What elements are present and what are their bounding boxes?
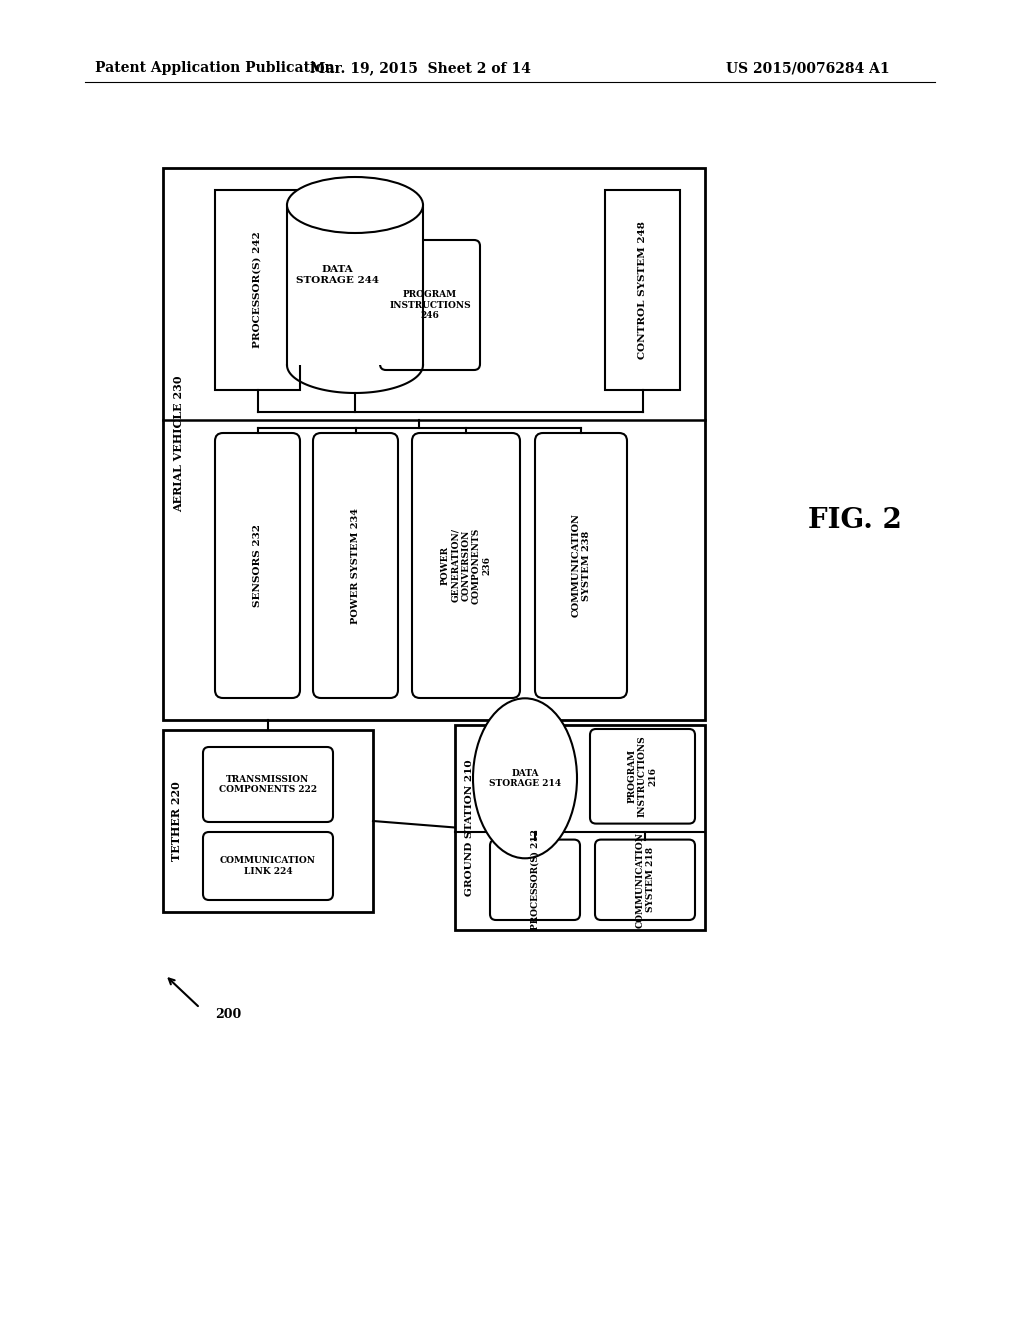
Text: TETHER 220: TETHER 220 <box>171 781 182 861</box>
FancyBboxPatch shape <box>203 747 333 822</box>
Text: DATA
STORAGE 214: DATA STORAGE 214 <box>488 768 561 788</box>
Text: COMMUNICATION
LINK 224: COMMUNICATION LINK 224 <box>220 857 316 875</box>
Bar <box>287 205 423 366</box>
Text: PROGRAM
INSTRUCTIONS
216: PROGRAM INSTRUCTIONS 216 <box>628 735 657 817</box>
Text: SENSORS 232: SENSORS 232 <box>253 524 262 607</box>
Text: Mar. 19, 2015  Sheet 2 of 14: Mar. 19, 2015 Sheet 2 of 14 <box>309 61 530 75</box>
FancyBboxPatch shape <box>412 433 520 698</box>
Text: GROUND STATION 210: GROUND STATION 210 <box>465 759 473 896</box>
FancyBboxPatch shape <box>313 433 398 698</box>
FancyBboxPatch shape <box>590 729 695 824</box>
FancyBboxPatch shape <box>203 832 333 900</box>
Ellipse shape <box>287 177 423 234</box>
Bar <box>605 190 680 389</box>
Bar <box>215 190 300 389</box>
Text: POWER
GENERATION/
CONVERSION
COMPONENTS
236: POWER GENERATION/ CONVERSION COMPONENTS … <box>440 528 492 603</box>
Text: FIG. 2: FIG. 2 <box>808 507 902 533</box>
Ellipse shape <box>473 698 577 858</box>
FancyBboxPatch shape <box>595 840 695 920</box>
FancyBboxPatch shape <box>380 240 480 370</box>
Text: AERIAL VEHICLE 230: AERIAL VEHICLE 230 <box>173 376 184 512</box>
Text: Patent Application Publication: Patent Application Publication <box>95 61 335 75</box>
Text: PROGRAM
INSTRUCTIONS
246: PROGRAM INSTRUCTIONS 246 <box>389 290 471 319</box>
Text: POWER SYSTEM 234: POWER SYSTEM 234 <box>351 507 360 623</box>
FancyBboxPatch shape <box>490 840 580 920</box>
Text: US 2015/0076284 A1: US 2015/0076284 A1 <box>726 61 890 75</box>
Text: 200: 200 <box>215 1008 242 1022</box>
Bar <box>163 168 705 719</box>
Bar <box>163 730 373 912</box>
FancyBboxPatch shape <box>215 433 300 698</box>
FancyBboxPatch shape <box>535 433 627 698</box>
Bar <box>455 725 705 931</box>
Text: PROCESSOR(S) 212: PROCESSOR(S) 212 <box>530 829 540 931</box>
Text: COMMUNICATION
SYSTEM 238: COMMUNICATION SYSTEM 238 <box>571 513 591 618</box>
Text: TRANSMISSION
COMPONENTS 222: TRANSMISSION COMPONENTS 222 <box>219 775 317 795</box>
Text: PROCESSOR(S) 242: PROCESSOR(S) 242 <box>253 231 262 348</box>
Text: COMMUNICATION
SYSTEM 218: COMMUNICATION SYSTEM 218 <box>635 832 654 928</box>
Text: DATA
STORAGE 244: DATA STORAGE 244 <box>296 265 379 285</box>
Text: CONTROL SYSTEM 248: CONTROL SYSTEM 248 <box>638 220 647 359</box>
